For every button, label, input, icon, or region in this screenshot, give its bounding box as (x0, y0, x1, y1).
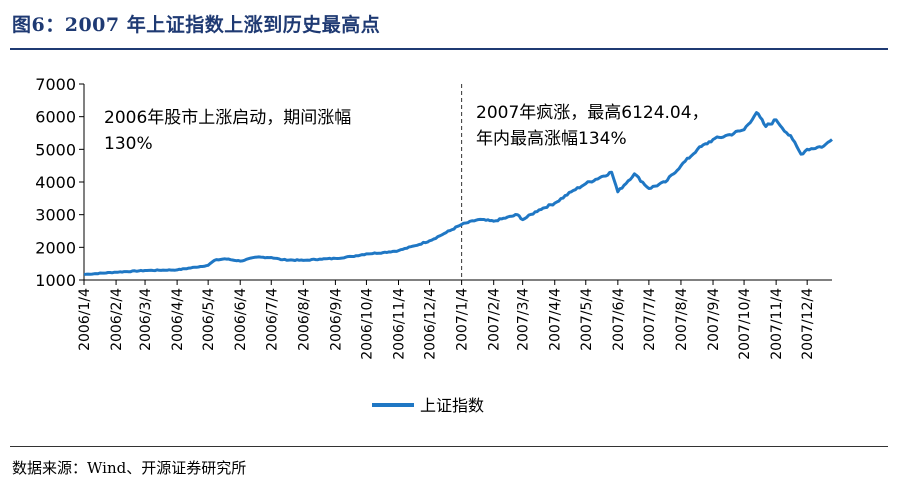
x-tick-label: 2006/1/4 (77, 288, 93, 351)
series-line-shanghai-index (83, 111, 833, 276)
x-tick-label: 2007/6/4 (611, 288, 627, 351)
x-tick-label: 2006/6/4 (233, 288, 249, 351)
legend: 上证指数 (372, 396, 484, 415)
x-tick-label: 2007/4/4 (548, 288, 564, 351)
x-tick-label: 2006/11/4 (392, 288, 408, 360)
x-tick-label: 2006/8/4 (296, 288, 312, 351)
x-tick-label: 2006/4/4 (170, 288, 186, 351)
title-rule (10, 48, 888, 50)
x-tick-label: 2006/9/4 (328, 288, 344, 351)
series-layer (83, 84, 833, 280)
footer-rule (10, 446, 888, 447)
y-tick-label: 7000 (35, 75, 76, 94)
x-tick-label: 2007/10/4 (737, 288, 753, 360)
y-tick-label: 4000 (35, 173, 76, 192)
x-tick-label: 2007/2/4 (487, 288, 503, 351)
y-tick-label: 6000 (35, 108, 76, 127)
x-tick-label: 2006/12/4 (423, 288, 439, 360)
source-note: 数据来源：Wind、开源证券研究所 (12, 459, 247, 477)
x-tick-label: 2007/12/4 (800, 288, 816, 360)
x-tick-label: 2007/7/4 (642, 288, 658, 351)
annotation-layer: 2006年股市上涨启动，期间涨幅 130% 2007年疯涨，最高6124.04， 年内… (104, 103, 709, 154)
x-tick-label: 2007/1/4 (455, 288, 471, 351)
annotation-text: 130% (104, 134, 153, 154)
x-tick-label: 2007/8/4 (674, 288, 690, 351)
x-axis: 2006/1/4 2006/2/4 2006/3/4 2006/4/4 2006/5/4… (77, 279, 832, 360)
x-tick-label: 2007/11/4 (769, 288, 785, 360)
y-axis: 1000 2000 3000 4000 5000 6000 7000 (35, 75, 85, 290)
y-tick-label: 3000 (35, 206, 76, 225)
x-tick-label: 2006/5/4 (201, 288, 217, 351)
annotation-text: 2007年疯涨，最高6124.04， (476, 103, 709, 123)
x-tick-label: 2007/9/4 (706, 288, 722, 351)
annotation-text: 2006年股市上涨启动，期间涨幅 (104, 108, 351, 128)
x-tick-label: 2006/7/4 (264, 288, 280, 351)
x-tick-label: 2006/2/4 (109, 288, 125, 351)
x-tick-label: 2007/3/4 (516, 288, 532, 351)
y-tick-label: 2000 (35, 238, 76, 257)
y-tick-label: 5000 (35, 140, 76, 159)
annotation-text: 年内最高涨幅134% (476, 129, 627, 149)
legend-label: 上证指数 (420, 396, 484, 415)
x-tick-label: 2006/10/4 (359, 288, 375, 360)
x-tick-label: 2007/5/4 (579, 288, 595, 351)
y-tick-label: 1000 (35, 271, 76, 290)
figure-title: 图6：2007 年上证指数上涨到历史最高点 (12, 14, 381, 36)
x-tick-label: 2006/3/4 (138, 288, 154, 351)
